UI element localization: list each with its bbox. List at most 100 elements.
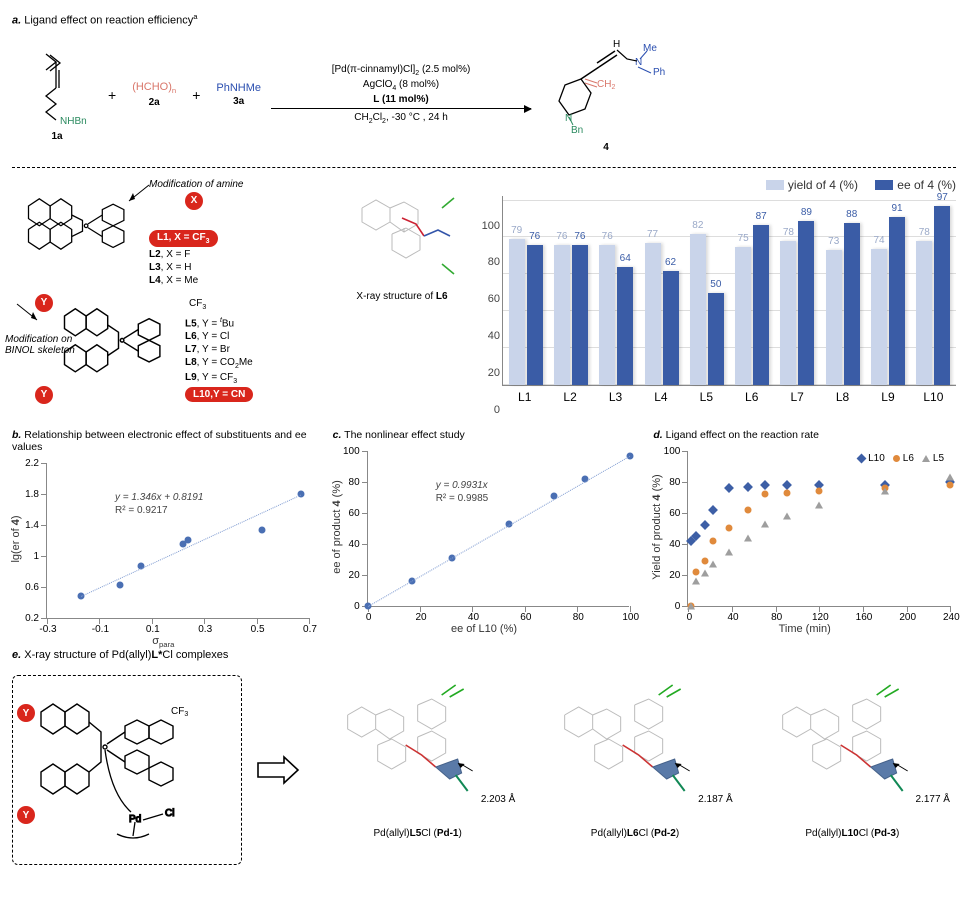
ligand-entry: L1, X = CF3 bbox=[149, 230, 244, 247]
panel-d-ylabel: Yield of product 4 (%) bbox=[651, 474, 663, 579]
reaction-arrow: [Pd(π-cinnamyl)Cl]2 (2.5 mol%) AgClO4 (8… bbox=[271, 63, 531, 126]
cf3-text: CF bbox=[189, 298, 202, 309]
xray-caption: Pd(allyl)L6Cl (Pd-2) bbox=[531, 828, 738, 839]
label-1a: 1a bbox=[22, 131, 92, 142]
data-point bbox=[947, 482, 954, 489]
bar-chart: 7976767676647762825075877889738874917897 bbox=[502, 196, 956, 386]
panel-d-xlabel: Time (min) bbox=[653, 623, 956, 635]
bond-distance: 2.203 Å bbox=[481, 794, 515, 805]
reaction-scheme: NHBn 1a + (HCHO)n 2a + PhNHMe 3a [Pd(π-c… bbox=[12, 33, 956, 161]
cf3-sub: 3 bbox=[202, 304, 206, 311]
equation-box: y = 1.346x + 0.8191R² = 0.9217 bbox=[115, 491, 203, 517]
ligand-block-bottom: Y Modification on BINOL skeleton Y bbox=[12, 297, 332, 405]
cond-below-mid: Cl bbox=[373, 112, 382, 123]
equation-box: y = 0.9931xR² = 0.9985 bbox=[436, 479, 489, 505]
data-point bbox=[709, 561, 717, 568]
xray-item: 2.187 Å Pd(allyl)L6Cl (Pd-2) bbox=[531, 675, 738, 839]
bar-group: 7388 bbox=[820, 202, 865, 385]
bar-group: 7587 bbox=[729, 202, 774, 385]
xray-L6-structure bbox=[342, 178, 462, 288]
reagent-3a-formula: PhNHMe bbox=[216, 82, 261, 94]
panel-d-legend: L10L6L5 bbox=[850, 453, 944, 464]
xray-caption: Pd(allyl)L5Cl (Pd-1) bbox=[314, 828, 521, 839]
ligand-entry: L2, X = F bbox=[149, 249, 244, 260]
bar-y-ticks: 020406080100 bbox=[474, 196, 500, 404]
data-point bbox=[692, 578, 700, 585]
data-point bbox=[761, 520, 769, 527]
label-4: 4 bbox=[541, 142, 671, 153]
data-point bbox=[185, 537, 192, 544]
reagent-3a: PhNHMe 3a bbox=[216, 82, 261, 107]
panel-e-title: e. X-ray structure of Pd(allyl)L*Cl comp… bbox=[12, 649, 956, 661]
mod-binol-label: Modification on BINOL skeleton bbox=[5, 334, 85, 356]
bar-group: 7676 bbox=[548, 202, 593, 385]
big-arrow-icon bbox=[256, 755, 300, 785]
data-point bbox=[701, 570, 709, 577]
cl-atom: Cl bbox=[165, 808, 174, 819]
data-point bbox=[783, 513, 791, 520]
xray-items-row: 2.203 Å Pd(allyl)L5Cl (Pd-1) 2.187 Å Pd(all… bbox=[314, 675, 956, 839]
prod-CH2: CH bbox=[597, 79, 611, 90]
ligand-list-bottom: L5, Y = tBuL6, Y = ClL7, Y = BrL8, Y = C… bbox=[185, 317, 253, 402]
plus-icon: + bbox=[186, 87, 206, 103]
data-point bbox=[258, 527, 265, 534]
prod-Me: Me bbox=[643, 43, 657, 54]
prod-N: N bbox=[635, 57, 642, 68]
bar-chart-legend: yield of 4 (%) ee of 4 (%) bbox=[472, 178, 956, 192]
ligand-entry: L9, Y = CF3 bbox=[185, 372, 253, 385]
panel-c: c. The nonlinear effect study ee of prod… bbox=[333, 429, 636, 649]
bar-chart-container: yield of 4 (%) ee of 4 (%) 020406080100 … bbox=[472, 178, 956, 413]
product-4: H Me N Ph CH2 N Bn 4 bbox=[541, 37, 671, 153]
data-point bbox=[725, 525, 732, 532]
panel-d-plot: Yield of product 4 (%) 04080120160200240… bbox=[687, 447, 956, 607]
ligand-entry: L8, Y = CO2Me bbox=[185, 357, 253, 370]
prod-Bn: Bn bbox=[571, 125, 583, 136]
panel-d: d. Ligand effect on the reaction rate Yi… bbox=[653, 429, 956, 649]
cond-below-post: , -30 °C , 24 h bbox=[386, 112, 448, 123]
data-point bbox=[692, 568, 699, 575]
binol-skeleton-top bbox=[13, 179, 143, 269]
ligand-entry: L3, X = H bbox=[149, 262, 244, 273]
data-point bbox=[708, 505, 718, 515]
xray-item: 2.177 Å Pd(allyl)L10Cl (Pd-3) bbox=[749, 675, 956, 839]
reagent-1a: NHBn 1a bbox=[22, 48, 92, 142]
plus-icon: + bbox=[102, 87, 122, 103]
panel-a-title-sup: a bbox=[193, 12, 197, 21]
panel-b-plot: lg(er of 4) -0.3-0.10.10.30.50.70.20.611… bbox=[46, 459, 315, 619]
data-point bbox=[743, 482, 753, 492]
bar-group: 7491 bbox=[865, 202, 910, 385]
bar-group: 7976 bbox=[503, 202, 548, 385]
panel-c-plot-area: 020406080100020406080100y = 0.9931xR² = … bbox=[367, 451, 630, 607]
ligand-structures: Modification of amine X L1, X = CF3L2, X… bbox=[12, 178, 332, 413]
ligand-entry: L7, Y = Br bbox=[185, 344, 253, 355]
y-marker-bottom: Y bbox=[35, 386, 53, 404]
y-marker-top: Y bbox=[35, 294, 53, 312]
arrow-conditions-below: CH2Cl2, -30 °C , 24 h bbox=[271, 111, 531, 126]
prod-H: H bbox=[613, 39, 620, 50]
panel-e: e. X-ray structure of Pd(allyl)L*Cl comp… bbox=[12, 649, 956, 865]
legend-ee-label: ee of 4 (%) bbox=[897, 178, 956, 192]
data-point bbox=[946, 474, 954, 481]
bar-group: 8250 bbox=[684, 202, 729, 385]
data-point bbox=[760, 480, 770, 490]
panel-c-title: c. The nonlinear effect study bbox=[333, 429, 636, 441]
xray-caption: Pd(allyl)L10Cl (Pd-3) bbox=[749, 828, 956, 839]
xray-item: 2.203 Å Pd(allyl)L5Cl (Pd-1) bbox=[314, 675, 521, 839]
data-point bbox=[724, 483, 734, 493]
panel-e-row: Y Y CF3 bbox=[12, 675, 956, 865]
bond-distance: 2.177 Å bbox=[916, 794, 950, 805]
panel-b-title: b. Relationship between electronic effec… bbox=[12, 429, 315, 453]
ligand-list-top: L1, X = CF3L2, X = FL3, X = HL4, X = Me bbox=[149, 230, 244, 286]
data-point bbox=[761, 491, 768, 498]
x-marker: X bbox=[185, 192, 203, 210]
ligand-entry: L10,Y = CN bbox=[185, 387, 253, 402]
reagent-1a-nhbn: NHBn bbox=[60, 116, 87, 126]
bond-distance: 2.187 Å bbox=[698, 794, 732, 805]
reagent-2a-sub: n bbox=[172, 86, 176, 95]
dashed-separator bbox=[12, 167, 956, 168]
panel-a-title: a. Ligand effect on reaction efficiencya bbox=[12, 12, 956, 27]
reagent-2a: (HCHO)n 2a bbox=[132, 81, 176, 108]
panels-bcd-row: b. Relationship between electronic effec… bbox=[12, 429, 956, 649]
panel-b-plot-area: -0.3-0.10.10.30.50.70.20.611.41.82.2y = … bbox=[46, 463, 309, 619]
cond-line1-pre: [Pd(π-cinnamyl)Cl] bbox=[332, 64, 416, 75]
